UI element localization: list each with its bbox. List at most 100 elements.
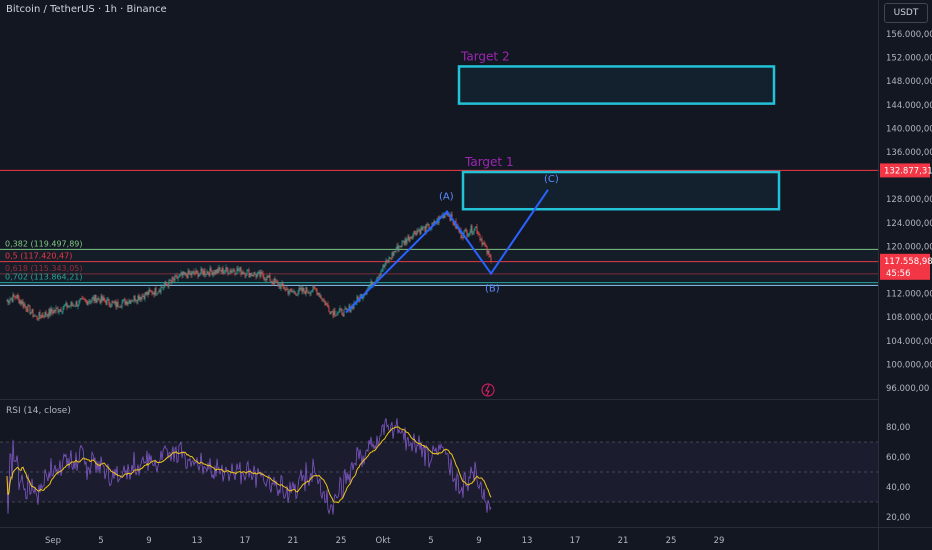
candle-body	[384, 264, 386, 267]
candle-body	[311, 291, 313, 293]
candle-body	[162, 287, 164, 289]
candle-body	[141, 295, 143, 300]
candle-body	[77, 305, 79, 307]
candle-body	[70, 302, 72, 306]
candle-body	[52, 311, 54, 314]
candle-body	[213, 272, 215, 274]
candle-body	[348, 305, 350, 310]
candle-body	[332, 311, 334, 316]
candle-body	[187, 270, 189, 279]
candle-body	[406, 239, 408, 244]
candle-body	[378, 274, 380, 279]
candle-body	[395, 249, 397, 252]
elliott-wave-path[interactable]: (A) (B) (C)	[345, 174, 559, 314]
candle-body	[341, 308, 343, 315]
candle-body	[258, 271, 260, 273]
candle-body	[205, 274, 207, 276]
rsi-tick-label: 40,00	[886, 483, 910, 493]
candle-body	[411, 237, 413, 239]
price-tick-label: 144.000,00	[886, 101, 932, 111]
candle-body	[175, 275, 177, 277]
candle-body	[242, 272, 244, 274]
candle-body	[387, 260, 389, 262]
candle-body	[318, 292, 320, 297]
candle-body	[340, 308, 342, 310]
candle-body	[228, 273, 230, 274]
candle-body	[362, 295, 364, 299]
candle-body	[249, 272, 251, 277]
candle-body	[371, 281, 373, 287]
candle-body	[420, 227, 422, 234]
candle-body	[145, 292, 147, 295]
candle-body	[60, 309, 62, 312]
candle-body	[233, 270, 235, 272]
candle-body	[200, 268, 202, 274]
candle-body	[36, 315, 38, 319]
candle-body	[370, 281, 372, 286]
candle-body	[34, 315, 36, 317]
time-axis[interactable]: Sep 5 9 13 17 21 25 Okt 5 9 13 17 21 25 29	[45, 536, 724, 546]
candle-body	[485, 245, 487, 247]
candle-body	[88, 301, 90, 303]
candle-body	[405, 239, 407, 244]
candle-body	[63, 305, 65, 309]
target-zone-2: Target 2	[457, 49, 776, 105]
candle-body	[79, 299, 81, 301]
candle-body	[167, 284, 169, 287]
candle-body	[402, 241, 404, 243]
candle-body	[224, 271, 226, 273]
candle-body	[110, 306, 112, 307]
candle-body	[264, 279, 266, 281]
candle-body	[157, 292, 159, 294]
candle-body	[122, 299, 124, 303]
candle-body	[126, 301, 128, 305]
candle-body	[487, 250, 489, 254]
candle-body	[346, 309, 348, 311]
candle-body	[245, 275, 247, 277]
candle-body	[407, 236, 409, 240]
candle-body	[91, 297, 93, 301]
rsi-tick-label: 80,00	[886, 423, 910, 433]
candle-body	[129, 300, 131, 304]
candle-body	[466, 230, 468, 236]
candle-body	[8, 301, 10, 304]
price-tick-label: 104.000,00	[886, 337, 932, 347]
candle-body	[237, 268, 239, 271]
time-tick-label: 29	[714, 536, 725, 546]
candle-body	[376, 277, 378, 281]
badge-countdown: 45:56	[886, 269, 911, 279]
time-tick-label: 21	[288, 536, 299, 546]
candle-body	[107, 298, 109, 300]
candle-body	[451, 214, 453, 219]
candle-body	[257, 271, 259, 274]
target-zones[interactable]: Target 1 Target 2	[457, 49, 781, 211]
candle-body	[428, 224, 430, 230]
candle-body	[443, 214, 445, 218]
candle-body	[478, 233, 480, 235]
candle-body	[222, 268, 224, 274]
candle-body	[46, 314, 48, 316]
candle-body	[118, 306, 120, 308]
candle-body	[232, 270, 234, 272]
candle-body	[403, 241, 405, 245]
currency-button[interactable]: USDT	[884, 3, 928, 23]
time-tick-label: Okt	[376, 536, 392, 546]
candle-body	[217, 269, 219, 273]
candle-body	[244, 272, 246, 276]
candle-body	[98, 298, 100, 300]
candle-body	[276, 280, 278, 283]
candle-body	[139, 297, 141, 301]
price-axis[interactable]: 156.000,00 152.000,00 148.000,00 144.000,00…	[880, 30, 932, 523]
candle-body	[390, 258, 392, 259]
candle-body	[291, 290, 293, 293]
price-tick-label: 112.000,00	[886, 290, 932, 300]
candle-body	[238, 270, 240, 272]
time-tick-label: 13	[522, 536, 533, 546]
candle-body	[100, 295, 102, 304]
candle-body	[252, 275, 254, 277]
candle-body	[31, 309, 33, 313]
price-tick-label: 108.000,00	[886, 313, 932, 323]
candle-body	[132, 300, 134, 302]
candle-body	[471, 225, 473, 234]
